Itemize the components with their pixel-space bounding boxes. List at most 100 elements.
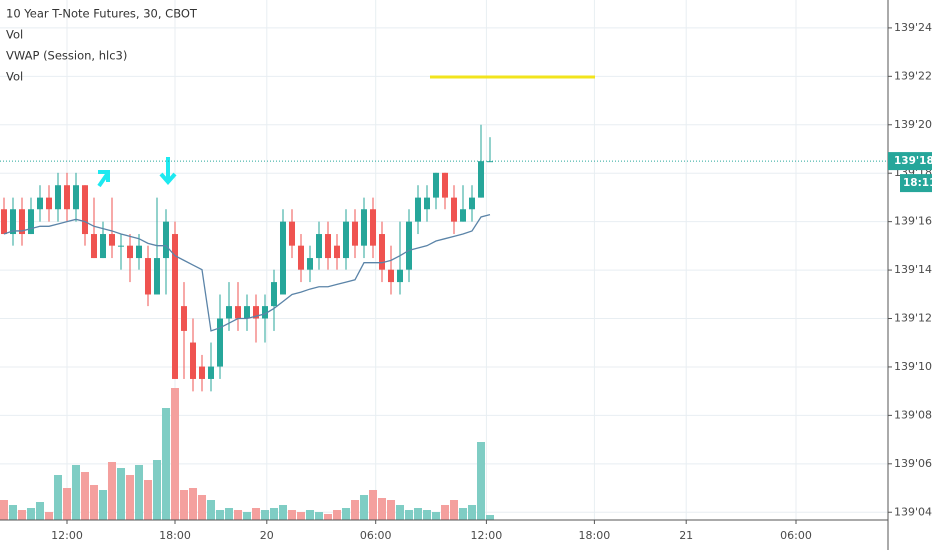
volume-bar [89,485,98,520]
volume-bar [35,502,44,520]
volume-bar [134,465,143,520]
candle-body [405,221,412,270]
candle-body [279,221,286,295]
candle-body [288,221,295,246]
volume-bar [350,500,359,520]
volume-bar [278,505,287,520]
last-price-label: 139'18'5 [894,155,932,167]
y-tick-label: 139'10'0 [894,360,932,373]
candle-body [387,269,394,283]
volume-bar [98,490,107,520]
volume-bar [458,508,467,520]
chart-title: 10 Year T-Note Futures, 30, CBOT [6,7,198,21]
candles [0,124,493,392]
volume-bar [62,488,71,520]
candle-body [243,306,250,319]
x-tick-label: 18:00 [579,529,611,542]
x-tick-label: 12:00 [51,529,83,542]
candle-body [90,234,97,259]
volume-bar [467,505,476,520]
volume-bar [440,505,449,520]
vwap-line [3,214,491,332]
volume-bar [179,490,188,520]
y-tick-label: 139'16'0 [894,215,932,228]
volume-bar [197,495,206,520]
volume-bar [260,510,269,520]
candle-body [207,366,214,379]
volume-bar [377,498,386,520]
volume-bar [305,510,314,520]
volume-bar [206,500,215,520]
candle-body [333,245,340,259]
candle-body [54,185,61,210]
volume-bar [161,408,170,520]
candle-body [144,258,151,295]
candle-body [351,221,358,246]
volume-bar [53,475,62,520]
volume-bar [170,388,179,520]
candle-body [261,306,268,319]
last-price-box [888,152,932,171]
candle-body [117,245,124,247]
volume-bar [323,514,332,520]
x-tick-label: 21 [679,529,693,542]
candle-body [18,209,25,235]
volume-bar [359,495,368,520]
candle-body [441,172,448,198]
candle-body [135,245,142,259]
indicator-label: Vol [6,28,23,42]
volume-bar [368,490,377,520]
arrow-up [97,170,110,188]
countdown-box [900,174,932,193]
candle-body [0,209,7,235]
countdown-label: 18:11 [903,177,932,189]
candle-body [342,221,349,259]
candle-body [198,366,205,379]
candle-body [81,185,88,235]
candle-body [180,306,187,331]
volume-bar [26,508,35,520]
x-tick-label: 06:00 [360,529,392,542]
volume-bar [296,512,305,520]
candle-body [225,306,232,319]
candle-body [153,258,160,295]
volume-bar [188,488,197,520]
candle-body [36,197,43,210]
candle-body [216,318,223,367]
candle-body [360,209,367,246]
candle-body [423,197,430,210]
candle-body [468,197,475,210]
candle-body [126,245,133,259]
volume-bar [0,500,8,520]
volume-bar [8,505,17,520]
volume-bar [287,510,296,520]
y-tick-label: 139'14'0 [894,263,932,276]
volume-bar [242,512,251,520]
candle-body [252,306,259,319]
y-tick-label: 139'20'0 [894,118,932,131]
volume-bar [143,480,152,520]
volume-bar [224,508,233,520]
candle-body [162,221,169,259]
volume-bar [395,505,404,520]
candle-body [378,234,385,270]
volume-bar [332,510,341,520]
candle-body [450,197,457,222]
y-tick-label: 139'06'0 [894,457,932,470]
candle-body [396,269,403,283]
candle-body [234,306,241,319]
candle-body [369,209,376,246]
indicator-label: Vol [6,70,23,84]
candle-body [72,185,79,210]
volume-bar [269,508,278,520]
volume-bar [341,508,350,520]
volume-bar [233,510,242,520]
volume-bar [449,500,458,520]
candle-body [27,209,34,235]
candle-body [432,172,439,198]
volume-bar [386,500,395,520]
candle-body [486,161,493,163]
x-tick-label: 06:00 [780,529,812,542]
volume-bar [413,508,422,520]
